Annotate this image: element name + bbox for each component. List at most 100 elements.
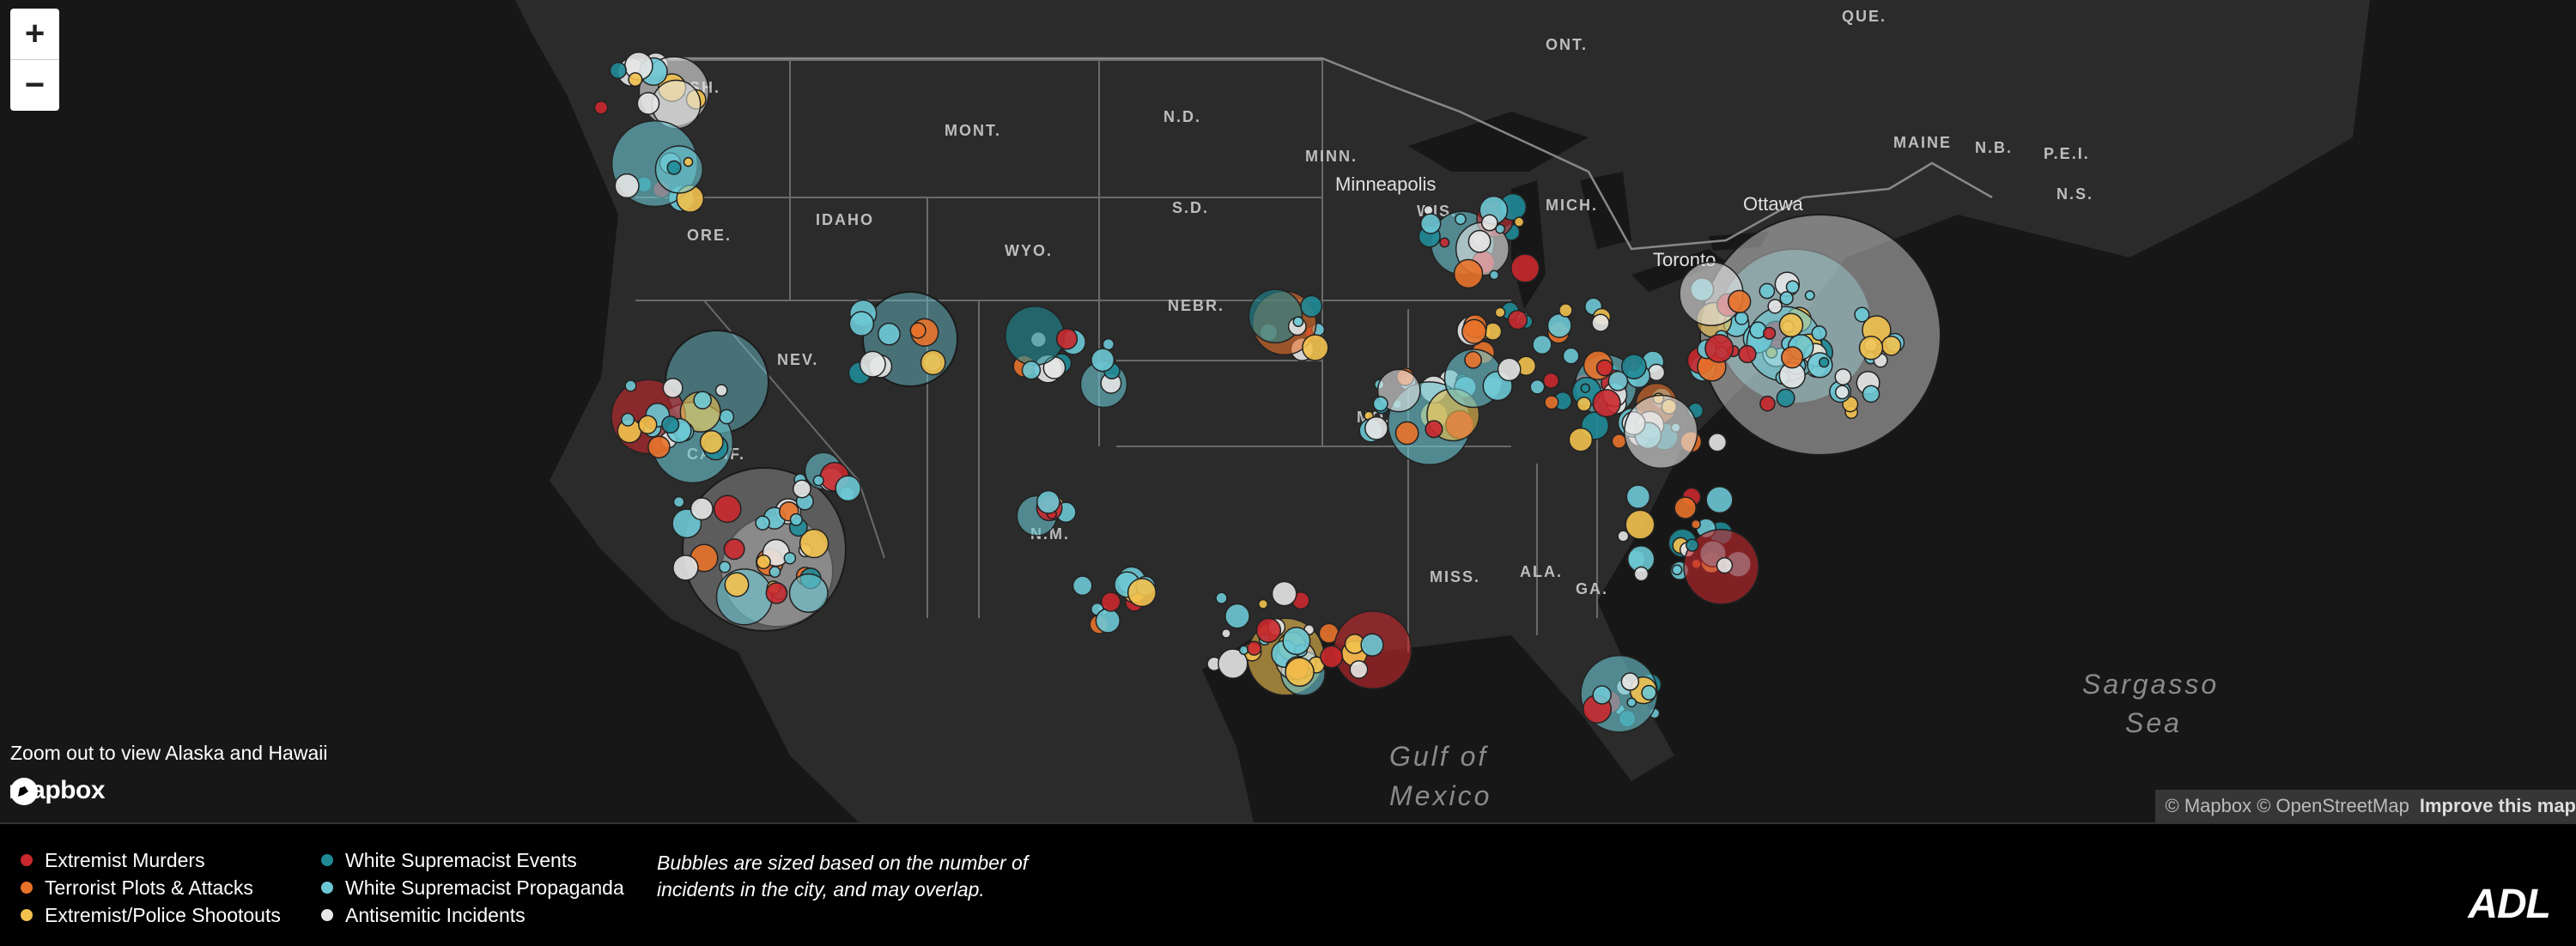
incident-bubble[interactable] [1787, 281, 1799, 293]
incident-bubble[interactable] [1764, 327, 1776, 339]
incident-bubble[interactable] [1779, 313, 1802, 337]
incident-bubble[interactable] [860, 351, 886, 377]
incident-bubble[interactable] [1806, 291, 1814, 300]
incident-bubble[interactable] [1860, 337, 1883, 360]
incident-bubble[interactable] [615, 174, 639, 198]
incident-bubble[interactable] [1455, 259, 1483, 288]
incident-bubble[interactable] [1440, 238, 1449, 247]
incident-bubble[interactable] [1096, 609, 1120, 633]
incident-bubble[interactable] [1836, 385, 1849, 398]
incident-bubble[interactable] [1855, 307, 1869, 322]
incident-bubble[interactable] [910, 323, 926, 338]
incident-bubble[interactable] [1820, 358, 1829, 367]
incident-bubble[interactable] [1350, 661, 1367, 678]
incident-bubble[interactable] [724, 539, 744, 560]
incident-bubble[interactable] [1593, 686, 1611, 704]
incident-bubble[interactable] [1686, 539, 1698, 551]
incident-bubble[interactable] [1283, 628, 1309, 654]
incident-bubble[interactable] [1222, 629, 1230, 638]
incident-bubble[interactable] [1533, 336, 1552, 355]
incident-bubble[interactable] [716, 385, 727, 396]
incident-bubble[interactable] [1037, 491, 1060, 513]
incident-bubble[interactable] [701, 431, 723, 453]
incident-bubble[interactable] [1293, 317, 1303, 326]
incident-bubble[interactable] [1759, 283, 1774, 298]
incident-bubble[interactable] [1626, 485, 1649, 508]
incident-bubble[interactable] [1216, 592, 1227, 603]
incident-bubble[interactable] [1593, 390, 1620, 417]
incident-bubble[interactable] [720, 409, 733, 423]
incident-bubble[interactable] [1544, 373, 1559, 388]
incident-bubble[interactable] [835, 476, 860, 500]
incident-bubble[interactable] [1102, 592, 1121, 611]
incident-bubble[interactable] [1592, 314, 1609, 331]
incident-bubble[interactable] [691, 498, 714, 520]
zoom-in-button[interactable]: + [10, 9, 59, 59]
incident-bubble[interactable] [662, 416, 679, 434]
incident-bubble[interactable] [1716, 558, 1732, 573]
incident-bubble[interactable] [789, 574, 828, 613]
incident-bubble[interactable] [1649, 364, 1665, 380]
incident-bubble[interactable] [594, 101, 607, 114]
incident-bubble[interactable] [1005, 306, 1065, 366]
incident-bubble[interactable] [1321, 646, 1342, 667]
incident-bubble[interactable] [1365, 417, 1388, 440]
attribution-text[interactable]: © Mapbox © OpenStreetMap [2166, 795, 2409, 817]
incident-bubble[interactable] [1421, 214, 1441, 233]
improve-map-link[interactable]: Improve this map [2420, 795, 2576, 817]
incident-bubble[interactable] [1777, 389, 1795, 407]
incident-bubble[interactable] [1301, 295, 1322, 317]
map-layer[interactable]: WASH. ORE. IDAHO MONT. N.D. S.D. WYO. NE… [0, 0, 2576, 822]
incident-bubble[interactable] [1705, 335, 1733, 362]
incident-bubble[interactable] [673, 555, 698, 580]
incident-bubble[interactable] [1462, 319, 1486, 343]
incident-bubble[interactable] [1545, 396, 1558, 409]
incident-bubble[interactable] [1395, 421, 1418, 444]
incident-bubble[interactable] [1128, 579, 1157, 607]
incident-bubble[interactable] [1706, 487, 1733, 513]
incident-bubble[interactable] [1709, 434, 1727, 452]
incident-bubble[interactable] [1625, 395, 1698, 468]
incident-bubble[interactable] [725, 573, 748, 596]
incident-bubble[interactable] [1091, 349, 1114, 371]
mapbox-logo[interactable]: mapbox [9, 776, 105, 805]
incident-bubble[interactable] [1511, 254, 1540, 282]
incident-bubble[interactable] [684, 158, 693, 167]
incident-bubble[interactable] [1812, 326, 1826, 341]
incident-bubble[interactable] [1597, 360, 1613, 375]
zoom-out-button[interactable]: − [10, 59, 59, 111]
incident-bubble[interactable] [637, 93, 659, 114]
incident-bubble[interactable] [1780, 292, 1793, 305]
incident-bubble[interactable] [1022, 361, 1040, 379]
incident-bubble[interactable] [790, 513, 802, 525]
incident-bubble[interactable] [648, 436, 670, 458]
incident-bubble[interactable] [1882, 337, 1901, 355]
incident-bubble[interactable] [1625, 510, 1655, 539]
incident-bubble[interactable] [622, 414, 635, 427]
incident-bubble[interactable] [784, 553, 795, 564]
incident-bubble[interactable] [1425, 421, 1443, 438]
incident-bubble[interactable] [1768, 300, 1782, 313]
incident-bubble[interactable] [1782, 347, 1803, 368]
incident-bubble[interactable] [1498, 358, 1521, 380]
incident-bubble[interactable] [1577, 397, 1591, 411]
incident-bubble[interactable] [1627, 698, 1636, 706]
incident-bubble[interactable] [769, 567, 780, 577]
incident-bubble[interactable] [1468, 231, 1490, 252]
incident-bubble[interactable] [1103, 339, 1114, 350]
incident-bubble[interactable] [1285, 658, 1314, 686]
incident-bubble[interactable] [1739, 346, 1756, 363]
incident-bubble[interactable] [1728, 290, 1751, 312]
incident-bubble[interactable] [674, 497, 684, 507]
incident-bubble[interactable] [1581, 384, 1589, 392]
incident-bubble[interactable] [1495, 307, 1504, 317]
incident-bubble[interactable] [1569, 428, 1592, 452]
incident-bubble[interactable] [1563, 348, 1578, 363]
map-canvas[interactable]: WASH. ORE. IDAHO MONT. N.D. S.D. WYO. NE… [0, 0, 2576, 822]
incident-bubble[interactable] [1515, 217, 1524, 227]
incident-bubble[interactable] [1642, 686, 1656, 700]
incident-bubble[interactable] [1465, 352, 1481, 368]
incident-bubble[interactable] [813, 476, 823, 486]
incident-bubble[interactable] [1612, 434, 1625, 448]
incident-bubble[interactable] [756, 555, 770, 569]
